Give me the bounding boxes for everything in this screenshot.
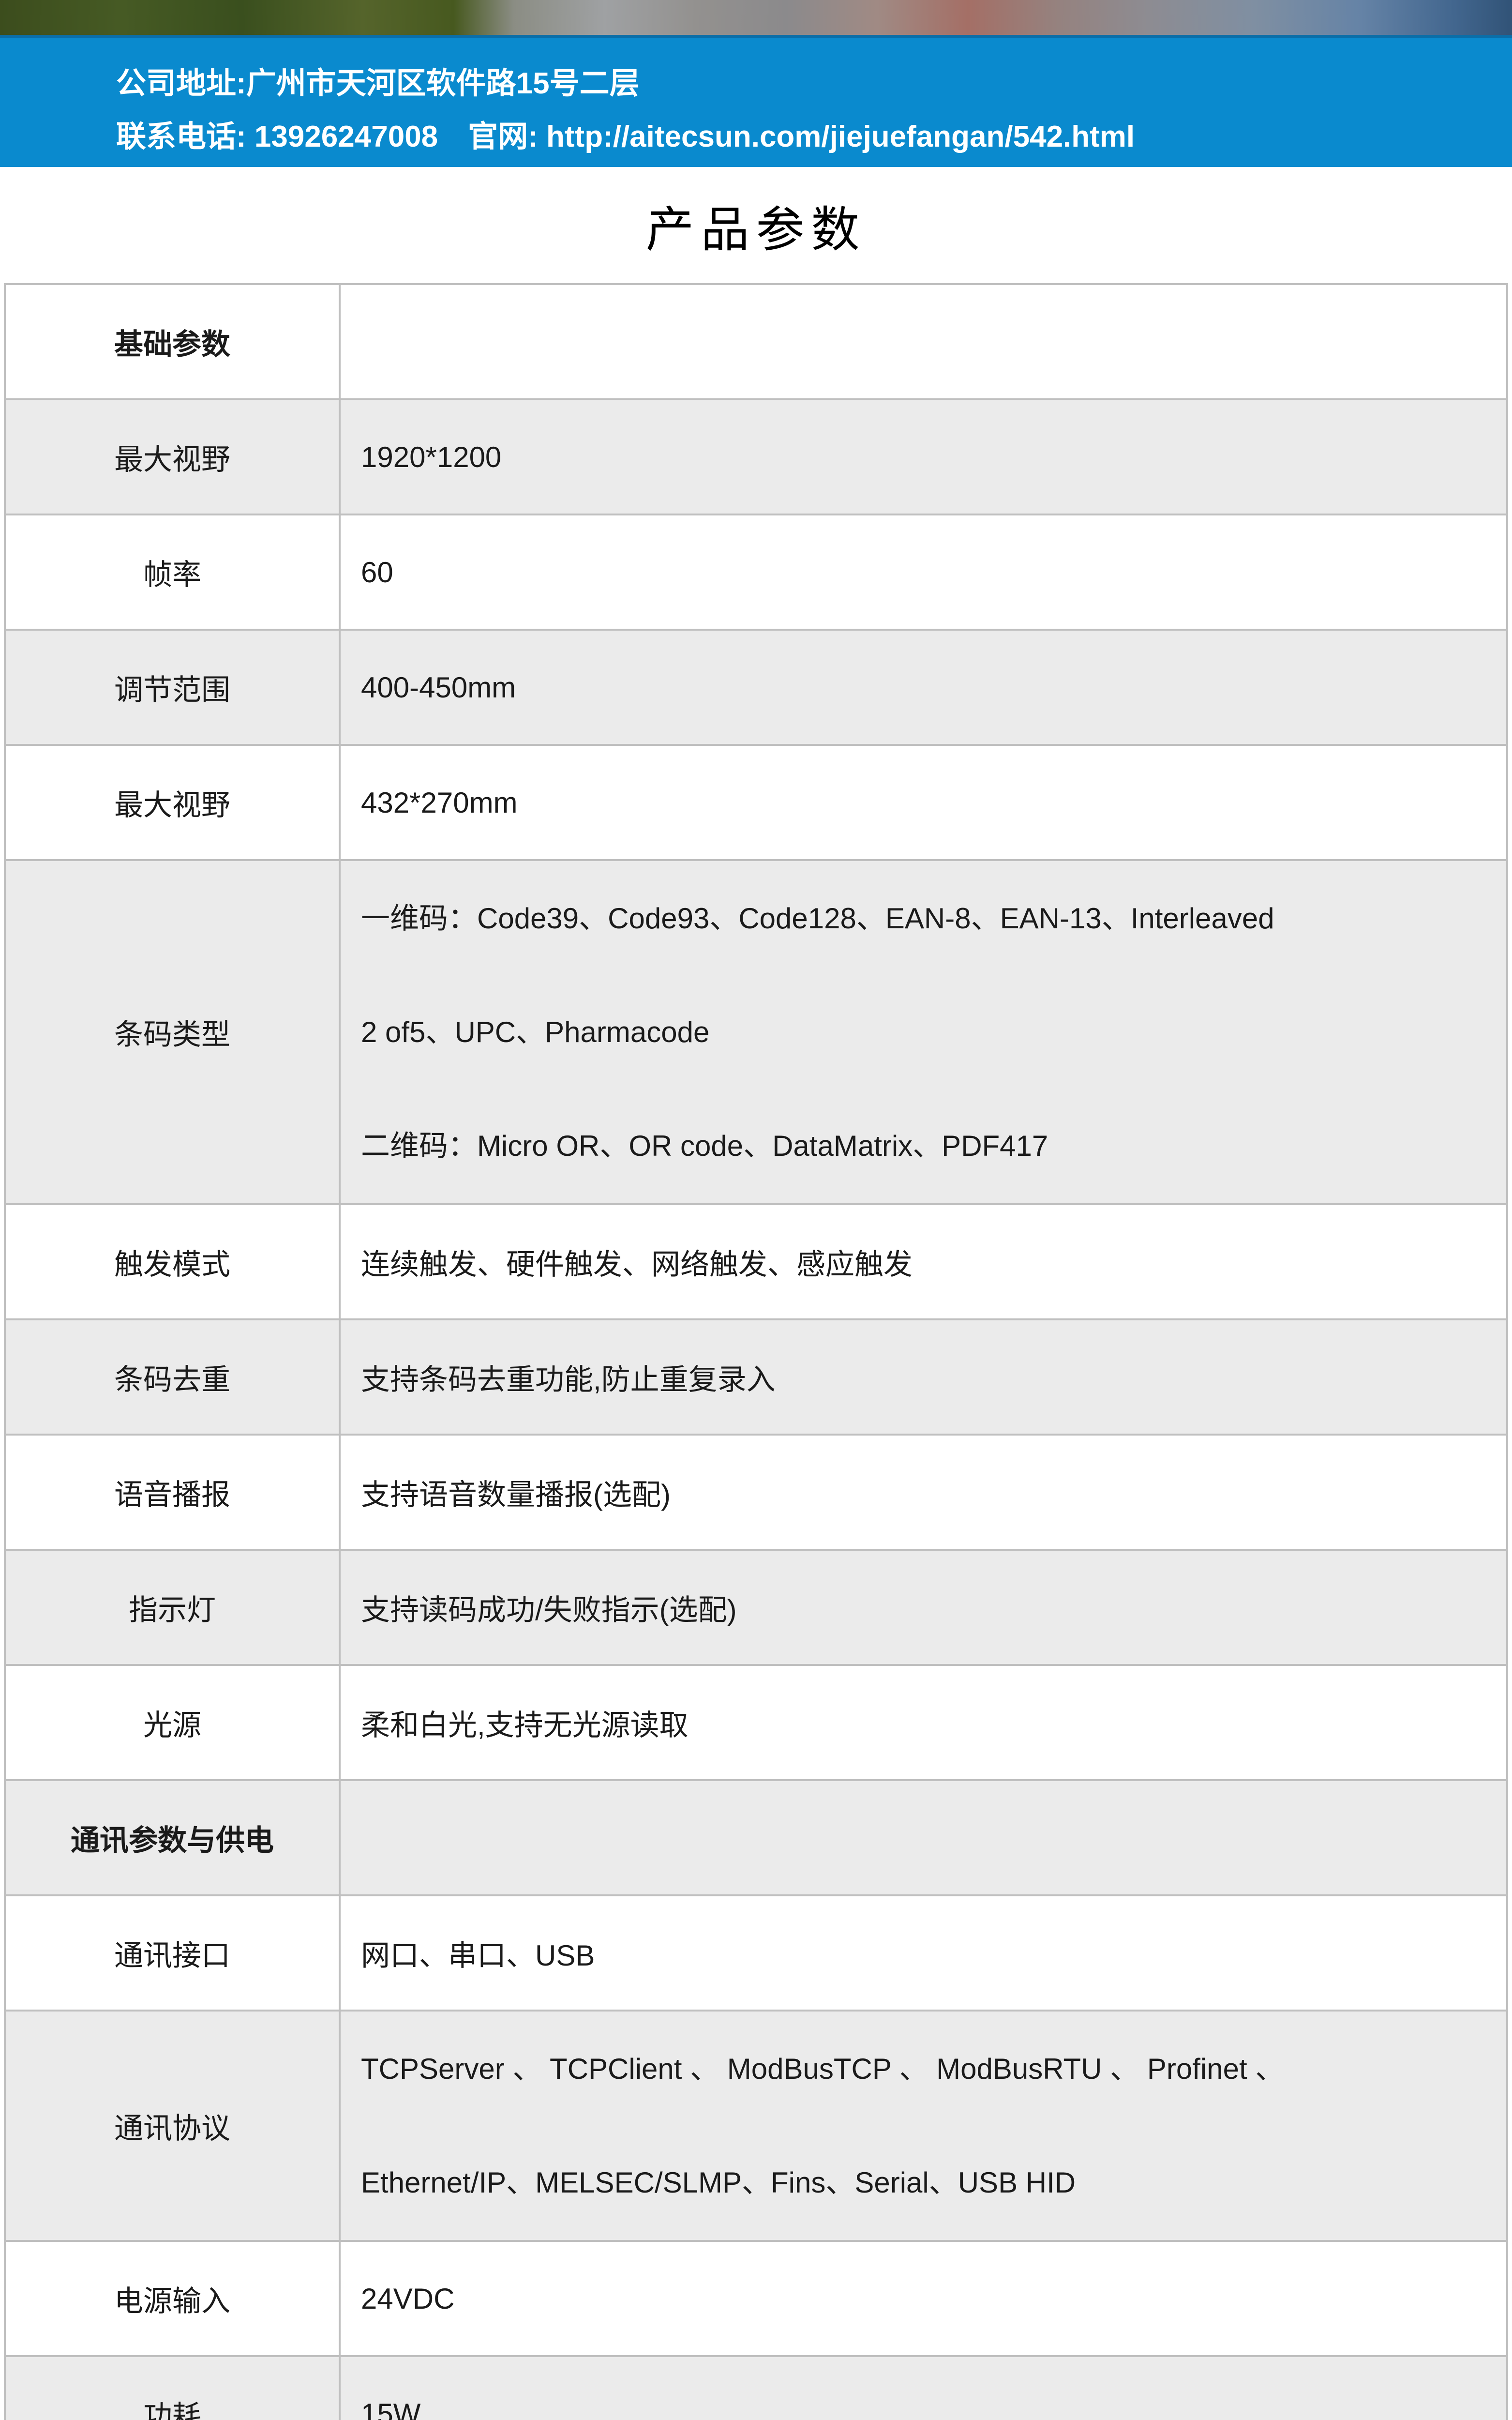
- row-label: 通讯协议: [4, 2010, 341, 2242]
- header-photo-strip: [0, 0, 1512, 35]
- row-value: 网口、串口、USB: [339, 1894, 1508, 2012]
- table-row: 基础参数: [4, 283, 1508, 400]
- table-row: 通讯协议 TCPServer 、 TCPClient 、 ModBusTCP 、 …: [4, 2010, 1508, 2242]
- row-label: 最大视野: [4, 398, 341, 515]
- table-row: 光源 柔和白光,支持无光源读取: [4, 1664, 1508, 1781]
- row-label: 触发模式: [4, 1203, 341, 1320]
- table-row: 通讯接口 网口、串口、USB: [4, 1894, 1508, 2012]
- row-value: 24VDC: [339, 2240, 1508, 2357]
- row-value: 连续触发、硬件触发、网络触发、感应触发: [339, 1203, 1508, 1320]
- row-value: 1920*1200: [339, 398, 1508, 515]
- barcode-types-text: 一维码：Code39、Code93、Code128、EAN-8、EAN-13、I…: [361, 902, 1274, 1162]
- table-row: 触发模式 连续触发、硬件触发、网络触发、感应触发: [4, 1203, 1508, 1320]
- row-label: 通讯接口: [4, 1894, 341, 2012]
- row-label: 指示灯: [4, 1549, 341, 1666]
- row-value: 柔和白光,支持无光源读取: [339, 1664, 1508, 1781]
- table-row: 帧率 60: [4, 514, 1508, 631]
- page-title: 产品参数: [645, 202, 867, 257]
- row-label: 基础参数: [4, 283, 341, 400]
- table-row: 电源输入 24VDC: [4, 2240, 1508, 2357]
- row-label: 帧率: [4, 514, 341, 631]
- row-value: 60: [339, 514, 1508, 631]
- row-label: 条码类型: [4, 859, 341, 1205]
- row-label: 调节范围: [4, 629, 341, 746]
- row-label: 条码去重: [4, 1318, 341, 1436]
- table-row: 功耗 15W: [4, 2355, 1508, 2420]
- table-row: 指示灯 支持读码成功/失败指示(选配): [4, 1549, 1508, 1666]
- title-section: 产品参数: [0, 167, 1512, 283]
- row-value: 一维码：Code39、Code93、Code128、EAN-8、EAN-13、I…: [339, 859, 1508, 1205]
- company-address-line: 公司地址:广州市天河区软件路15号二层: [116, 67, 640, 100]
- row-value: 15W: [339, 2355, 1508, 2420]
- product-spec-table: 基础参数 最大视野 1920*1200 帧率 60 调节范围 400-450mm 最大…: [4, 283, 1508, 2420]
- row-label: 电源输入: [4, 2240, 341, 2357]
- contact-website-line: 联系电话: 13926247008 官网: http://aitecsun.co…: [116, 120, 1135, 153]
- row-label: 通讯参数与供电: [4, 1779, 341, 1896]
- protocols-text: TCPServer 、 TCPClient 、 ModBusTCP 、 ModB…: [361, 2053, 1285, 2199]
- row-label: 语音播报: [4, 1434, 341, 1551]
- table-row: 语音播报 支持语音数量播报(选配): [4, 1434, 1508, 1551]
- row-value: TCPServer 、 TCPClient 、 ModBusTCP 、 ModB…: [339, 2010, 1508, 2242]
- row-value: [339, 1779, 1508, 1896]
- row-value: [339, 283, 1508, 400]
- table-row: 条码类型 一维码：Code39、Code93、Code128、EAN-8、EAN-…: [4, 859, 1508, 1205]
- table-row: 通讯参数与供电: [4, 1779, 1508, 1896]
- row-label: 功耗: [4, 2355, 341, 2420]
- row-label: 最大视野: [4, 744, 341, 861]
- row-value: 400-450mm: [339, 629, 1508, 746]
- table-row: 最大视野 432*270mm: [4, 744, 1508, 861]
- row-value: 432*270mm: [339, 744, 1508, 861]
- table-row: 最大视野 1920*1200: [4, 398, 1508, 515]
- row-label: 光源: [4, 1664, 341, 1781]
- row-value: 支持条码去重功能,防止重复录入: [339, 1318, 1508, 1436]
- row-value: 支持语音数量播报(选配): [339, 1434, 1508, 1551]
- table-row: 调节范围 400-450mm: [4, 629, 1508, 746]
- table-row: 条码去重 支持条码去重功能,防止重复录入: [4, 1318, 1508, 1436]
- contact-banner: 公司地址:广州市天河区软件路15号二层 联系电话: 13926247008 官网…: [0, 35, 1512, 167]
- row-value: 支持读码成功/失败指示(选配): [339, 1549, 1508, 1666]
